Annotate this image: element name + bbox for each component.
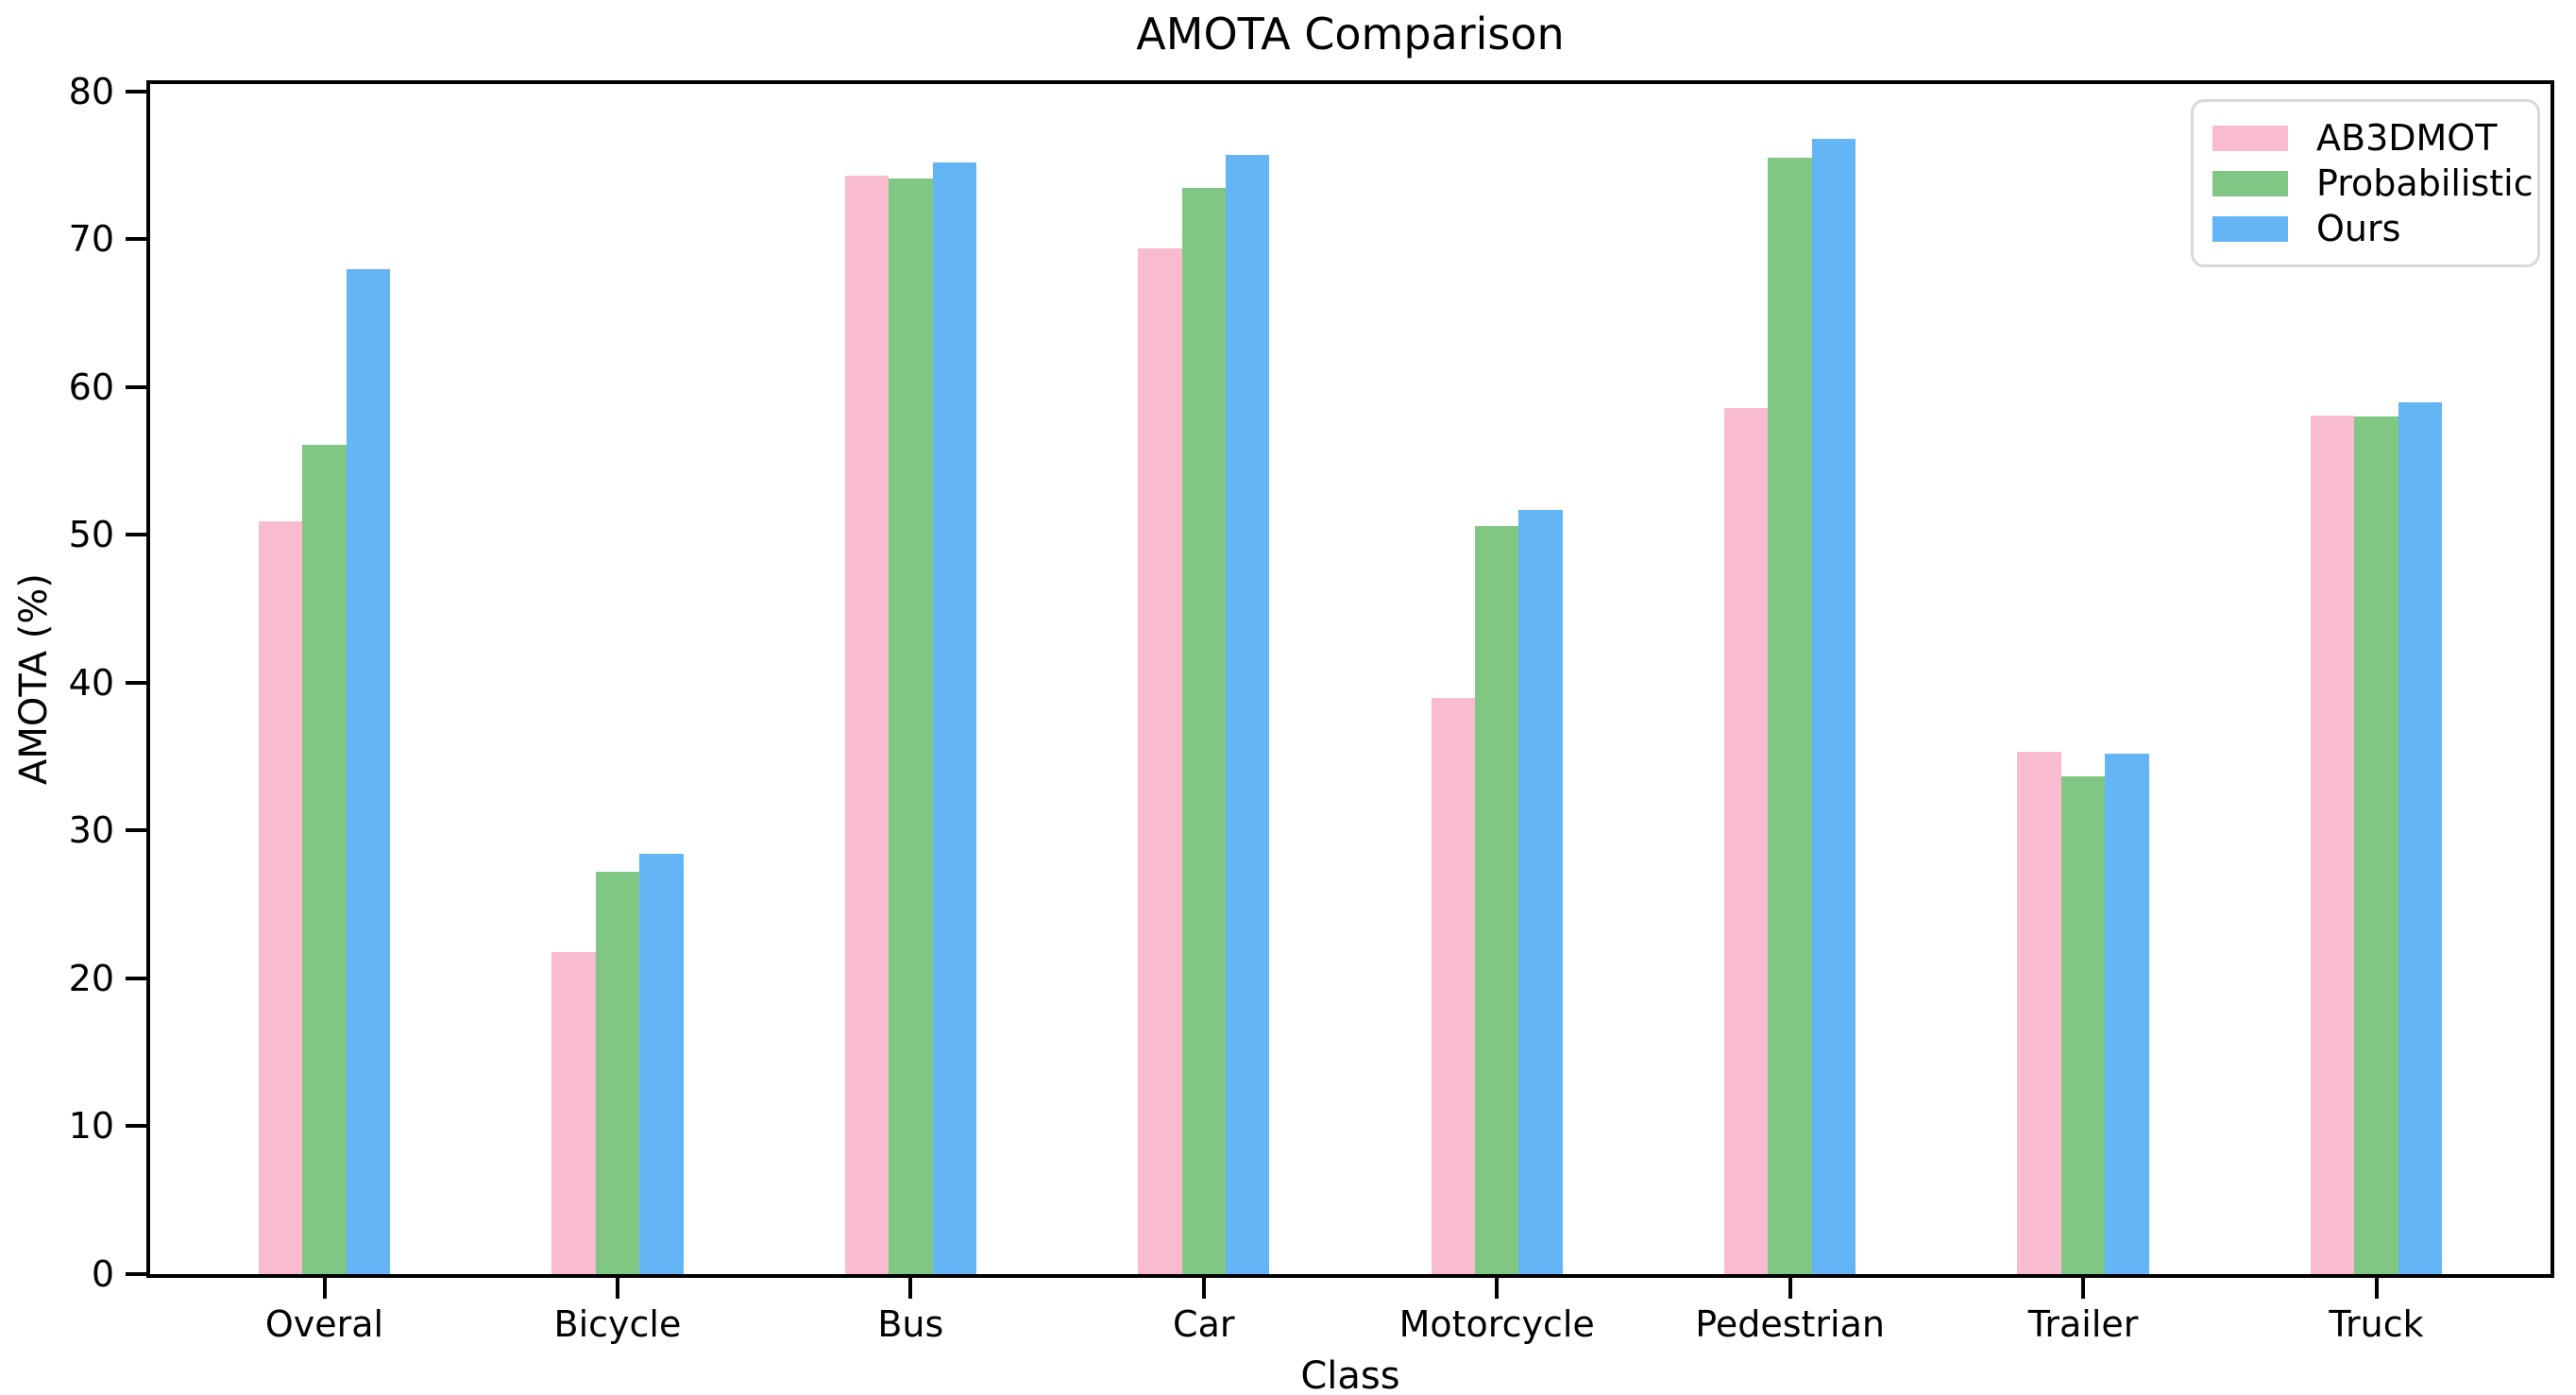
x-tick-label: Car [1173,1303,1235,1345]
x-tick-mark [908,1278,913,1299]
legend-item-probabilistic: Probabilistic [2212,162,2534,204]
x-tick-mark [1201,1278,1206,1299]
bar-ab3dmot-bus [844,176,890,1274]
bar-probabilistic-pedestrian [1768,158,1812,1274]
legend-label: Probabilistic [2316,162,2534,204]
y-tick-mark [126,384,146,389]
y-tick-label: 70 [68,218,114,261]
y-tick-label: 20 [68,957,114,999]
x-tick-label: Truck [2329,1303,2424,1345]
y-tick-mark [126,680,146,685]
plot-area: 0 10 20 30 40 50 60 70 80 Overal Bicycle Bus Car Moto… [69,74,2554,1344]
bar-group [1724,84,1856,1274]
bar-probabilistic-motorcycle [1475,526,1519,1274]
bar-ab3dmot-car [1138,247,1182,1274]
bar-probabilistic-bicycle [595,872,640,1274]
y-tick-mark [126,976,146,980]
bar-probabilistic-car [1181,187,1226,1274]
legend: AB3DMOT Probabilistic Ours [2191,99,2540,267]
bar-ours-bus [932,162,976,1274]
y-tick-label: 10 [68,1105,114,1148]
legend-swatch-probabilistic [2212,170,2288,196]
y-tick-label: 30 [68,809,114,852]
bar-ab3dmot-motorcycle [1431,697,1475,1274]
x-tick-mark [1495,1278,1500,1299]
bar-group [551,84,684,1274]
chart-title: AMOTA Comparison [1136,9,1565,60]
bar-probabilistic-trailer [2060,775,2106,1274]
bar-group [1138,84,1270,1274]
bar-ab3dmot-truck [2310,415,2355,1274]
x-tick-mark [2081,1278,2086,1299]
x-tick-label: Motorcycle [1398,1303,1595,1345]
bar-ours-car [1225,155,1270,1274]
y-tick-mark [126,533,146,537]
legend-swatch-ours [2212,215,2288,242]
y-axis-label: AMOTA (%) [12,573,56,785]
x-tick-label: Pedestrian [1695,1303,1885,1345]
bar-ab3dmot-overal [258,521,303,1274]
x-tick-mark [1788,1278,1792,1299]
legend-label: AB3DMOT [2316,117,2498,159]
bar-probabilistic-bus [889,179,933,1274]
x-tick-label: Bus [877,1303,944,1345]
bar-group [2310,84,2443,1274]
bar-probabilistic-overal [302,444,347,1274]
bar-ours-trailer [2105,754,2149,1274]
bar-group [844,84,976,1274]
y-tick-mark [126,237,146,242]
x-tick-mark [615,1278,619,1299]
legend-item-ab3dmot: AB3DMOT [2212,117,2518,159]
y-tick-mark [126,828,146,833]
bar-ab3dmot-trailer [2017,752,2061,1274]
bar-probabilistic-truck [2354,417,2398,1274]
bar-ours-motorcycle [1518,509,1563,1274]
legend-swatch-ab3dmot [2212,125,2288,151]
y-tick-label: 40 [68,661,114,704]
bar-group [1431,84,1563,1274]
bar-group [2017,84,2149,1274]
x-tick-label: Trailer [2027,1303,2139,1345]
x-tick-mark [322,1278,327,1299]
bar-ab3dmot-pedestrian [1724,407,1769,1274]
y-tick-mark [126,1124,146,1129]
bar-ab3dmot-bicycle [551,951,596,1274]
x-tick-label: Bicycle [553,1303,682,1345]
legend-label: Ours [2316,208,2401,249]
bar-ours-overal [346,268,391,1274]
y-tick-label: 80 [68,70,114,112]
bar-group [258,84,391,1274]
x-axis-label: Class [1300,1354,1400,1395]
y-tick-label: 50 [68,514,114,556]
bar-ours-pedestrian [1811,138,1856,1274]
y-tick-label: 60 [68,366,114,408]
legend-item-ours: Ours [2212,208,2518,249]
y-tick-label: 0 [91,1253,114,1295]
y-tick-mark [126,89,146,94]
bar-ours-bicycle [639,854,684,1274]
y-tick-mark [126,1272,146,1276]
x-tick-label: Overal [264,1303,384,1345]
bar-ours-truck [2398,401,2443,1274]
x-tick-mark [2374,1278,2379,1299]
